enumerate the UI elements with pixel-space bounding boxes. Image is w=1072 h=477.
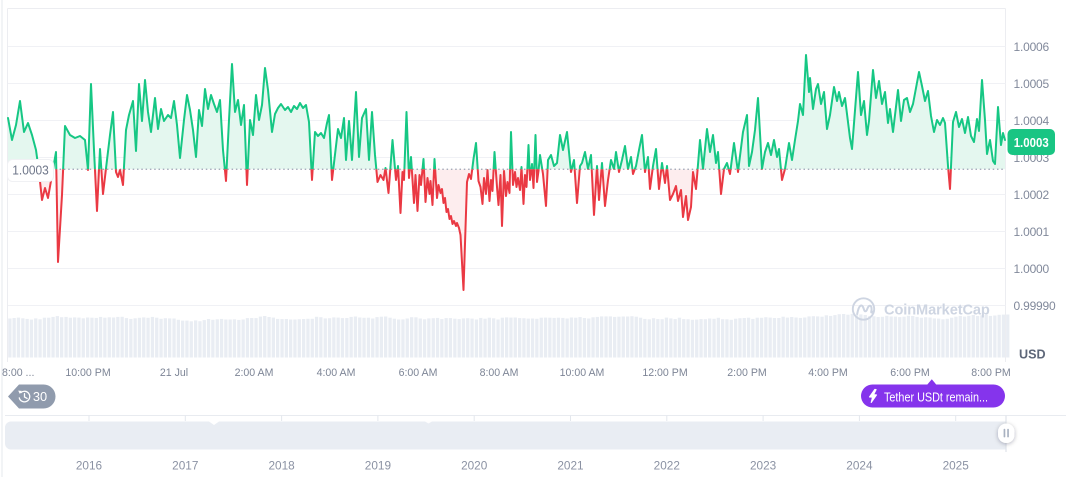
svg-text:CoinMarketCap: CoinMarketCap	[884, 303, 990, 319]
svg-text:8:00 PM: 8:00 PM	[971, 367, 1010, 379]
svg-text:10:00 AM: 10:00 AM	[560, 367, 605, 379]
svg-text:6:00 AM: 6:00 AM	[399, 367, 438, 379]
svg-text:1.0006: 1.0006	[1014, 40, 1050, 54]
svg-text:12:00 PM: 12:00 PM	[642, 367, 687, 379]
svg-text:Tether USDt remain...: Tether USDt remain...	[884, 390, 988, 404]
svg-text:6:00 PM: 6:00 PM	[890, 367, 929, 379]
svg-text:2019: 2019	[365, 459, 391, 473]
svg-text:4:00 AM: 4:00 AM	[317, 367, 356, 379]
svg-text:2020: 2020	[461, 459, 488, 473]
svg-text:0.99990: 0.99990	[1014, 299, 1057, 313]
svg-text:2018: 2018	[268, 459, 295, 473]
svg-text:30: 30	[33, 389, 47, 404]
svg-text:2016: 2016	[76, 459, 103, 473]
svg-text:USD: USD	[1019, 348, 1046, 362]
svg-text:4:00 PM: 4:00 PM	[808, 367, 847, 379]
svg-text:1.0005: 1.0005	[1014, 77, 1050, 91]
svg-text:1.0003: 1.0003	[1014, 136, 1049, 150]
svg-text:2021: 2021	[557, 459, 583, 473]
svg-text:2024: 2024	[846, 459, 873, 473]
svg-text:2022: 2022	[654, 459, 680, 473]
svg-text:1.0001: 1.0001	[1014, 225, 1050, 239]
svg-text:2023: 2023	[750, 459, 777, 473]
svg-text:1.0000: 1.0000	[1014, 262, 1050, 276]
svg-text:1.0002: 1.0002	[1014, 188, 1050, 202]
svg-text:2:00 PM: 2:00 PM	[727, 367, 766, 379]
svg-text:10:00 PM: 10:00 PM	[65, 367, 110, 379]
svg-text:21 Jul: 21 Jul	[160, 367, 188, 379]
svg-text:2025: 2025	[943, 459, 970, 473]
svg-text:8:00 ...: 8:00 ...	[2, 367, 34, 379]
svg-text:1.0004: 1.0004	[1014, 114, 1050, 128]
svg-text:2017: 2017	[172, 459, 198, 473]
svg-text:8:00 AM: 8:00 AM	[480, 367, 519, 379]
svg-text:1.0003: 1.0003	[12, 163, 49, 178]
svg-text:2:00 AM: 2:00 AM	[235, 367, 274, 379]
